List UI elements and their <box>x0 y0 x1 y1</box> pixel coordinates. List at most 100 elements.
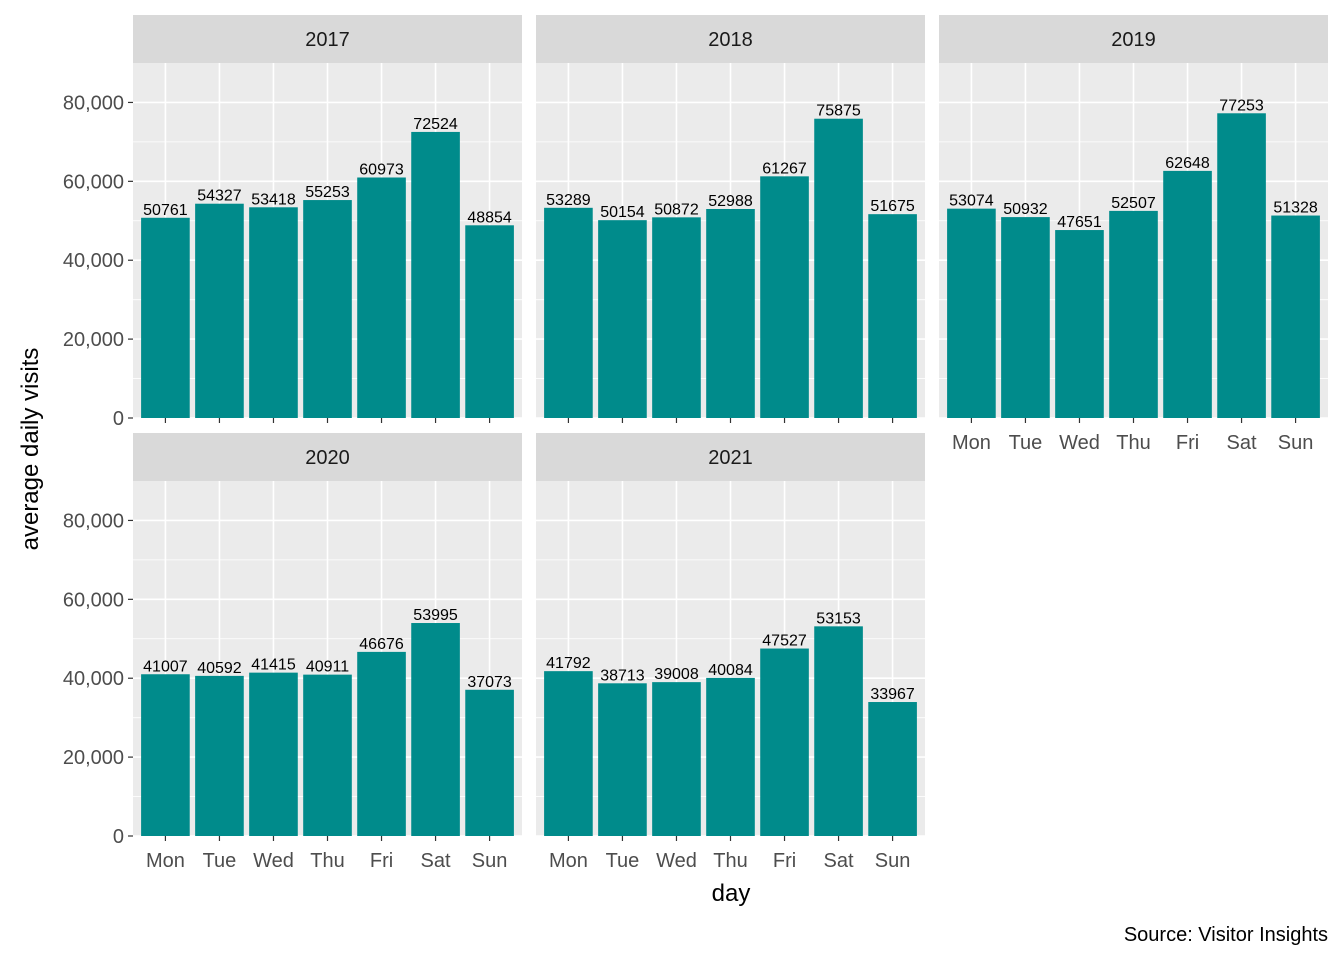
bar-2017-Mon <box>141 217 190 418</box>
bar-2018-Fri <box>760 176 809 418</box>
data-label: 55253 <box>305 184 350 201</box>
y-tick-label: 0 <box>113 408 124 430</box>
facet-strip <box>133 15 522 63</box>
x-tick-label: Tue <box>203 850 237 872</box>
y-tick-label: 80,000 <box>63 92 124 114</box>
bar-2018-Tue <box>598 220 647 418</box>
data-label: 38713 <box>600 667 645 684</box>
facet-panel-2017: 2017 50761 54327 53418 55253 60973 72524 48854 0… <box>63 15 522 430</box>
x-tick-label: Sat <box>824 850 854 872</box>
facet-strip <box>536 15 925 63</box>
data-label: 33967 <box>870 686 915 703</box>
facet-panel-2019: 2019 53074 50932 47651 52507 62648 77253 51328 M… <box>939 15 1328 454</box>
bar-2021-Sat <box>814 626 863 836</box>
bar-2017-Fri <box>357 177 406 418</box>
x-tick-label: Tue <box>606 850 640 872</box>
data-label: 40592 <box>197 660 242 677</box>
facet-strip <box>536 433 925 481</box>
y-tick-label: 20,000 <box>63 329 124 351</box>
x-tick-label: Sun <box>472 850 508 872</box>
data-label: 50932 <box>1003 201 1048 218</box>
data-label: 54327 <box>197 188 242 205</box>
x-tick-label: Sat <box>1227 432 1257 454</box>
bar-2020-Sun <box>465 689 514 836</box>
y-tick-label: 0 <box>113 826 124 848</box>
facet-strip <box>133 433 522 481</box>
data-label: 48854 <box>467 209 512 226</box>
bar-2020-Wed <box>249 672 298 836</box>
bar-2018-Sun <box>868 214 917 418</box>
bar-2017-Sat <box>411 131 460 418</box>
data-label: 53995 <box>413 607 458 624</box>
data-label: 61267 <box>762 160 807 177</box>
data-label: 62648 <box>1165 155 1210 172</box>
y-axis-title: average daily visits <box>17 348 44 551</box>
x-tick-label: Mon <box>146 850 185 872</box>
bar-2018-Wed <box>652 217 701 418</box>
bar-2019-Fri <box>1163 170 1212 418</box>
bar-2021-Wed <box>652 682 701 836</box>
data-label: 53074 <box>949 193 994 210</box>
facet-panel-2021: 2021 41792 38713 39008 40084 47527 53153 33967 M… <box>536 433 925 872</box>
data-label: 40084 <box>708 662 753 679</box>
x-tick-label: Mon <box>549 850 588 872</box>
bar-2019-Thu <box>1109 210 1158 418</box>
facet-panels: 2017 50761 54327 53418 55253 60973 72524 48854 0… <box>63 15 1328 872</box>
bar-2021-Thu <box>706 677 755 836</box>
data-label: 40911 <box>306 659 349 676</box>
bar-2019-Wed <box>1055 230 1104 418</box>
x-tick-label: Tue <box>1009 432 1043 454</box>
data-label: 72524 <box>413 116 458 133</box>
x-tick-label: Sun <box>1278 432 1314 454</box>
y-tick-label: 80,000 <box>63 510 124 532</box>
facet-strip <box>939 15 1328 63</box>
data-label: 53153 <box>816 610 861 627</box>
x-tick-label: Mon <box>952 432 991 454</box>
data-label: 50872 <box>654 201 699 218</box>
x-tick-label: Sun <box>875 850 911 872</box>
x-tick-label: Wed <box>1059 432 1100 454</box>
data-label: 39008 <box>654 666 699 683</box>
facet-strip-label: 2017 <box>305 29 350 51</box>
y-tick-label: 60,000 <box>63 589 124 611</box>
data-label: 41792 <box>546 655 591 672</box>
bar-2020-Mon <box>141 674 190 836</box>
x-tick-label: Fri <box>773 850 796 872</box>
data-label: 60973 <box>359 161 404 178</box>
x-axis-title: day <box>712 880 751 907</box>
data-label: 41415 <box>251 657 296 674</box>
x-tick-label: Wed <box>656 850 697 872</box>
data-label: 52507 <box>1111 195 1156 212</box>
data-label: 41007 <box>143 658 188 675</box>
data-label: 51675 <box>870 198 915 215</box>
bar-2017-Thu <box>303 200 352 418</box>
bar-2019-Sun <box>1271 215 1320 418</box>
x-tick-label: Thu <box>713 850 747 872</box>
facet-strip-label: 2019 <box>1111 29 1156 51</box>
y-tick-label: 40,000 <box>63 250 124 272</box>
data-label: 47651 <box>1057 214 1102 231</box>
bar-2021-Fri <box>760 648 809 836</box>
bar-2020-Fri <box>357 651 406 836</box>
bar-2017-Sun <box>465 225 514 418</box>
facet-panel-2020: 2020 41007 40592 41415 40911 46676 53995 37073 0… <box>63 433 522 872</box>
facet-strip-label: 2021 <box>708 447 753 469</box>
data-label: 37073 <box>467 674 512 691</box>
chart-caption: Source: Visitor Insights <box>1124 924 1328 946</box>
bar-2019-Mon <box>947 208 996 418</box>
y-tick-label: 60,000 <box>63 171 124 193</box>
bar-2021-Mon <box>544 671 593 836</box>
bar-2020-Thu <box>303 674 352 836</box>
bar-2021-Tue <box>598 683 647 836</box>
facet-panel-2018: 2018 53289 50154 50872 52988 61267 75875 51675 <box>536 15 925 423</box>
y-tick-label: 40,000 <box>63 668 124 690</box>
bar-2019-Tue <box>1001 217 1050 418</box>
bar-2018-Thu <box>706 208 755 418</box>
data-label: 50761 <box>143 202 188 219</box>
bar-2018-Sat <box>814 118 863 419</box>
bar-2018-Mon <box>544 207 593 418</box>
data-label: 46676 <box>359 636 404 653</box>
data-label: 51328 <box>1273 200 1318 217</box>
data-label: 50154 <box>600 204 645 221</box>
